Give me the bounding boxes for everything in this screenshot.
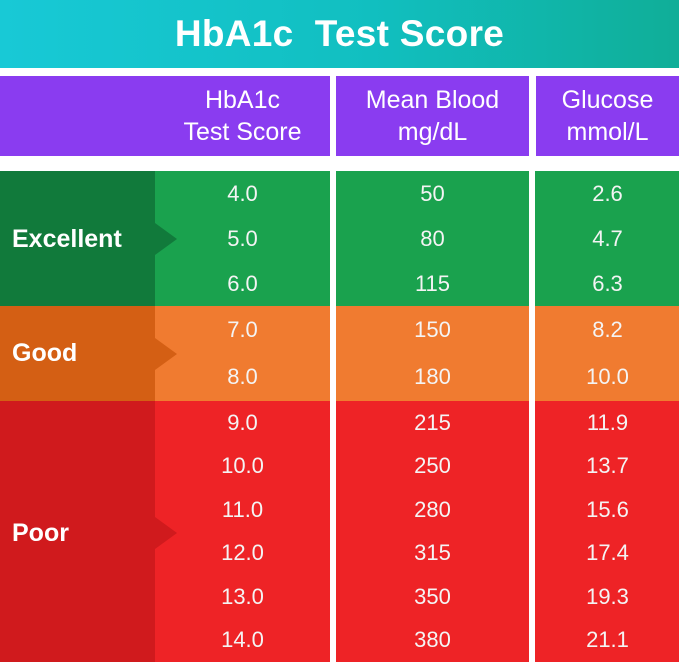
- column-divider: [529, 401, 535, 662]
- category-block-good: [0, 306, 155, 401]
- cell-mmol-l: 2.6: [592, 180, 623, 206]
- cell-hba1c: 13.0: [221, 583, 264, 609]
- header-glucose-line1: Glucose: [561, 86, 654, 114]
- cell-mmol-l: 8.2: [592, 316, 623, 342]
- category-label-excellent: Excellent: [12, 225, 122, 253]
- cell-mg-dl: 115: [414, 270, 451, 296]
- column-mean-blood: 150 180: [336, 306, 529, 401]
- cell-mg-dl: 280: [414, 496, 451, 522]
- header-mean-blood-line2: mg/dL: [397, 118, 468, 146]
- column-glucose: 8.2 10.0: [536, 306, 679, 401]
- cell-mg-dl: 180: [414, 364, 451, 390]
- category-arrow-excellent: [155, 223, 177, 255]
- cell-mg-dl: 50: [420, 180, 445, 206]
- cell-hba1c: 8.0: [227, 364, 258, 390]
- cell-hba1c: 11.0: [221, 496, 264, 522]
- cell-hba1c: 5.0: [227, 225, 258, 251]
- column-divider: [330, 306, 336, 401]
- header-hba1c-line1: HbA1c: [204, 86, 281, 114]
- cell-mmol-l: 15.6: [586, 496, 629, 522]
- cell-hba1c: 7.0: [227, 316, 258, 342]
- cell-mg-dl: 250: [414, 453, 451, 479]
- cell-mmol-l: 4.7: [592, 225, 623, 251]
- cell-mmol-l: 21.1: [586, 627, 629, 653]
- category-block-excellent: [0, 171, 155, 306]
- cell-hba1c: 12.0: [221, 540, 264, 566]
- cell-hba1c: 4.0: [227, 180, 258, 206]
- header-glucose-line2: mmol/L: [566, 118, 649, 146]
- band-excellent: Excellent 4.0 5.0 6.0 50 80 115 2.6 4.7 …: [0, 171, 679, 306]
- cell-mmol-l: 19.3: [586, 583, 629, 609]
- column-glucose: 2.6 4.7 6.3: [536, 171, 679, 306]
- column-hba1c: 7.0 8.0: [155, 306, 330, 401]
- cell-hba1c: 6.0: [227, 270, 258, 296]
- title-bar: HbA1c Test Score: [0, 0, 679, 68]
- cell-hba1c: 9.0: [227, 409, 258, 435]
- column-glucose: 11.9 13.7 15.6 17.4 19.3 21.1: [536, 401, 679, 662]
- category-block-poor: [0, 401, 155, 662]
- cell-mg-dl: 150: [414, 316, 451, 342]
- header-mean-blood-line1: Mean Blood: [365, 86, 500, 114]
- cell-mmol-l: 17.4: [586, 540, 629, 566]
- cell-mg-dl: 380: [414, 627, 451, 653]
- column-divider: [529, 306, 535, 401]
- column-divider: [529, 171, 535, 306]
- cell-mg-dl: 350: [414, 583, 451, 609]
- category-label-poor: Poor: [12, 519, 69, 547]
- header-mean-blood: Mean Blood mg/dL: [336, 76, 529, 156]
- column-divider: [330, 401, 336, 662]
- category-label-good: Good: [12, 339, 78, 367]
- cell-hba1c: 14.0: [221, 627, 264, 653]
- header-hba1c-line2: Test Score: [183, 118, 302, 146]
- cell-hba1c: 10.0: [221, 453, 264, 479]
- cell-mg-dl: 215: [414, 409, 451, 435]
- cell-mmol-l: 13.7: [586, 453, 629, 479]
- header-hba1c: HbA1c Test Score: [0, 76, 330, 156]
- category-arrow-good: [155, 338, 177, 370]
- column-divider: [330, 171, 336, 306]
- column-hba1c: 9.0 10.0 11.0 12.0 13.0 14.0: [155, 401, 330, 662]
- band-good: Good 7.0 8.0 150 180 8.2 10.0: [0, 306, 679, 401]
- band-poor: Poor 9.0 10.0 11.0 12.0 13.0 14.0 215 25…: [0, 401, 679, 662]
- cell-mg-dl: 80: [420, 225, 445, 251]
- page-title: HbA1c Test Score: [174, 13, 505, 54]
- header-glucose: Glucose mmol/L: [536, 76, 679, 156]
- cell-mmol-l: 10.0: [586, 364, 629, 390]
- cell-mmol-l: 6.3: [592, 270, 623, 296]
- category-arrow-poor: [155, 517, 177, 549]
- column-mean-blood: 215 250 280 315 350 380: [336, 401, 529, 662]
- cell-mmol-l: 11.9: [586, 409, 629, 435]
- cell-mg-dl: 315: [414, 540, 451, 566]
- column-mean-blood: 50 80 115: [336, 171, 529, 306]
- column-hba1c: 4.0 5.0 6.0: [155, 171, 330, 306]
